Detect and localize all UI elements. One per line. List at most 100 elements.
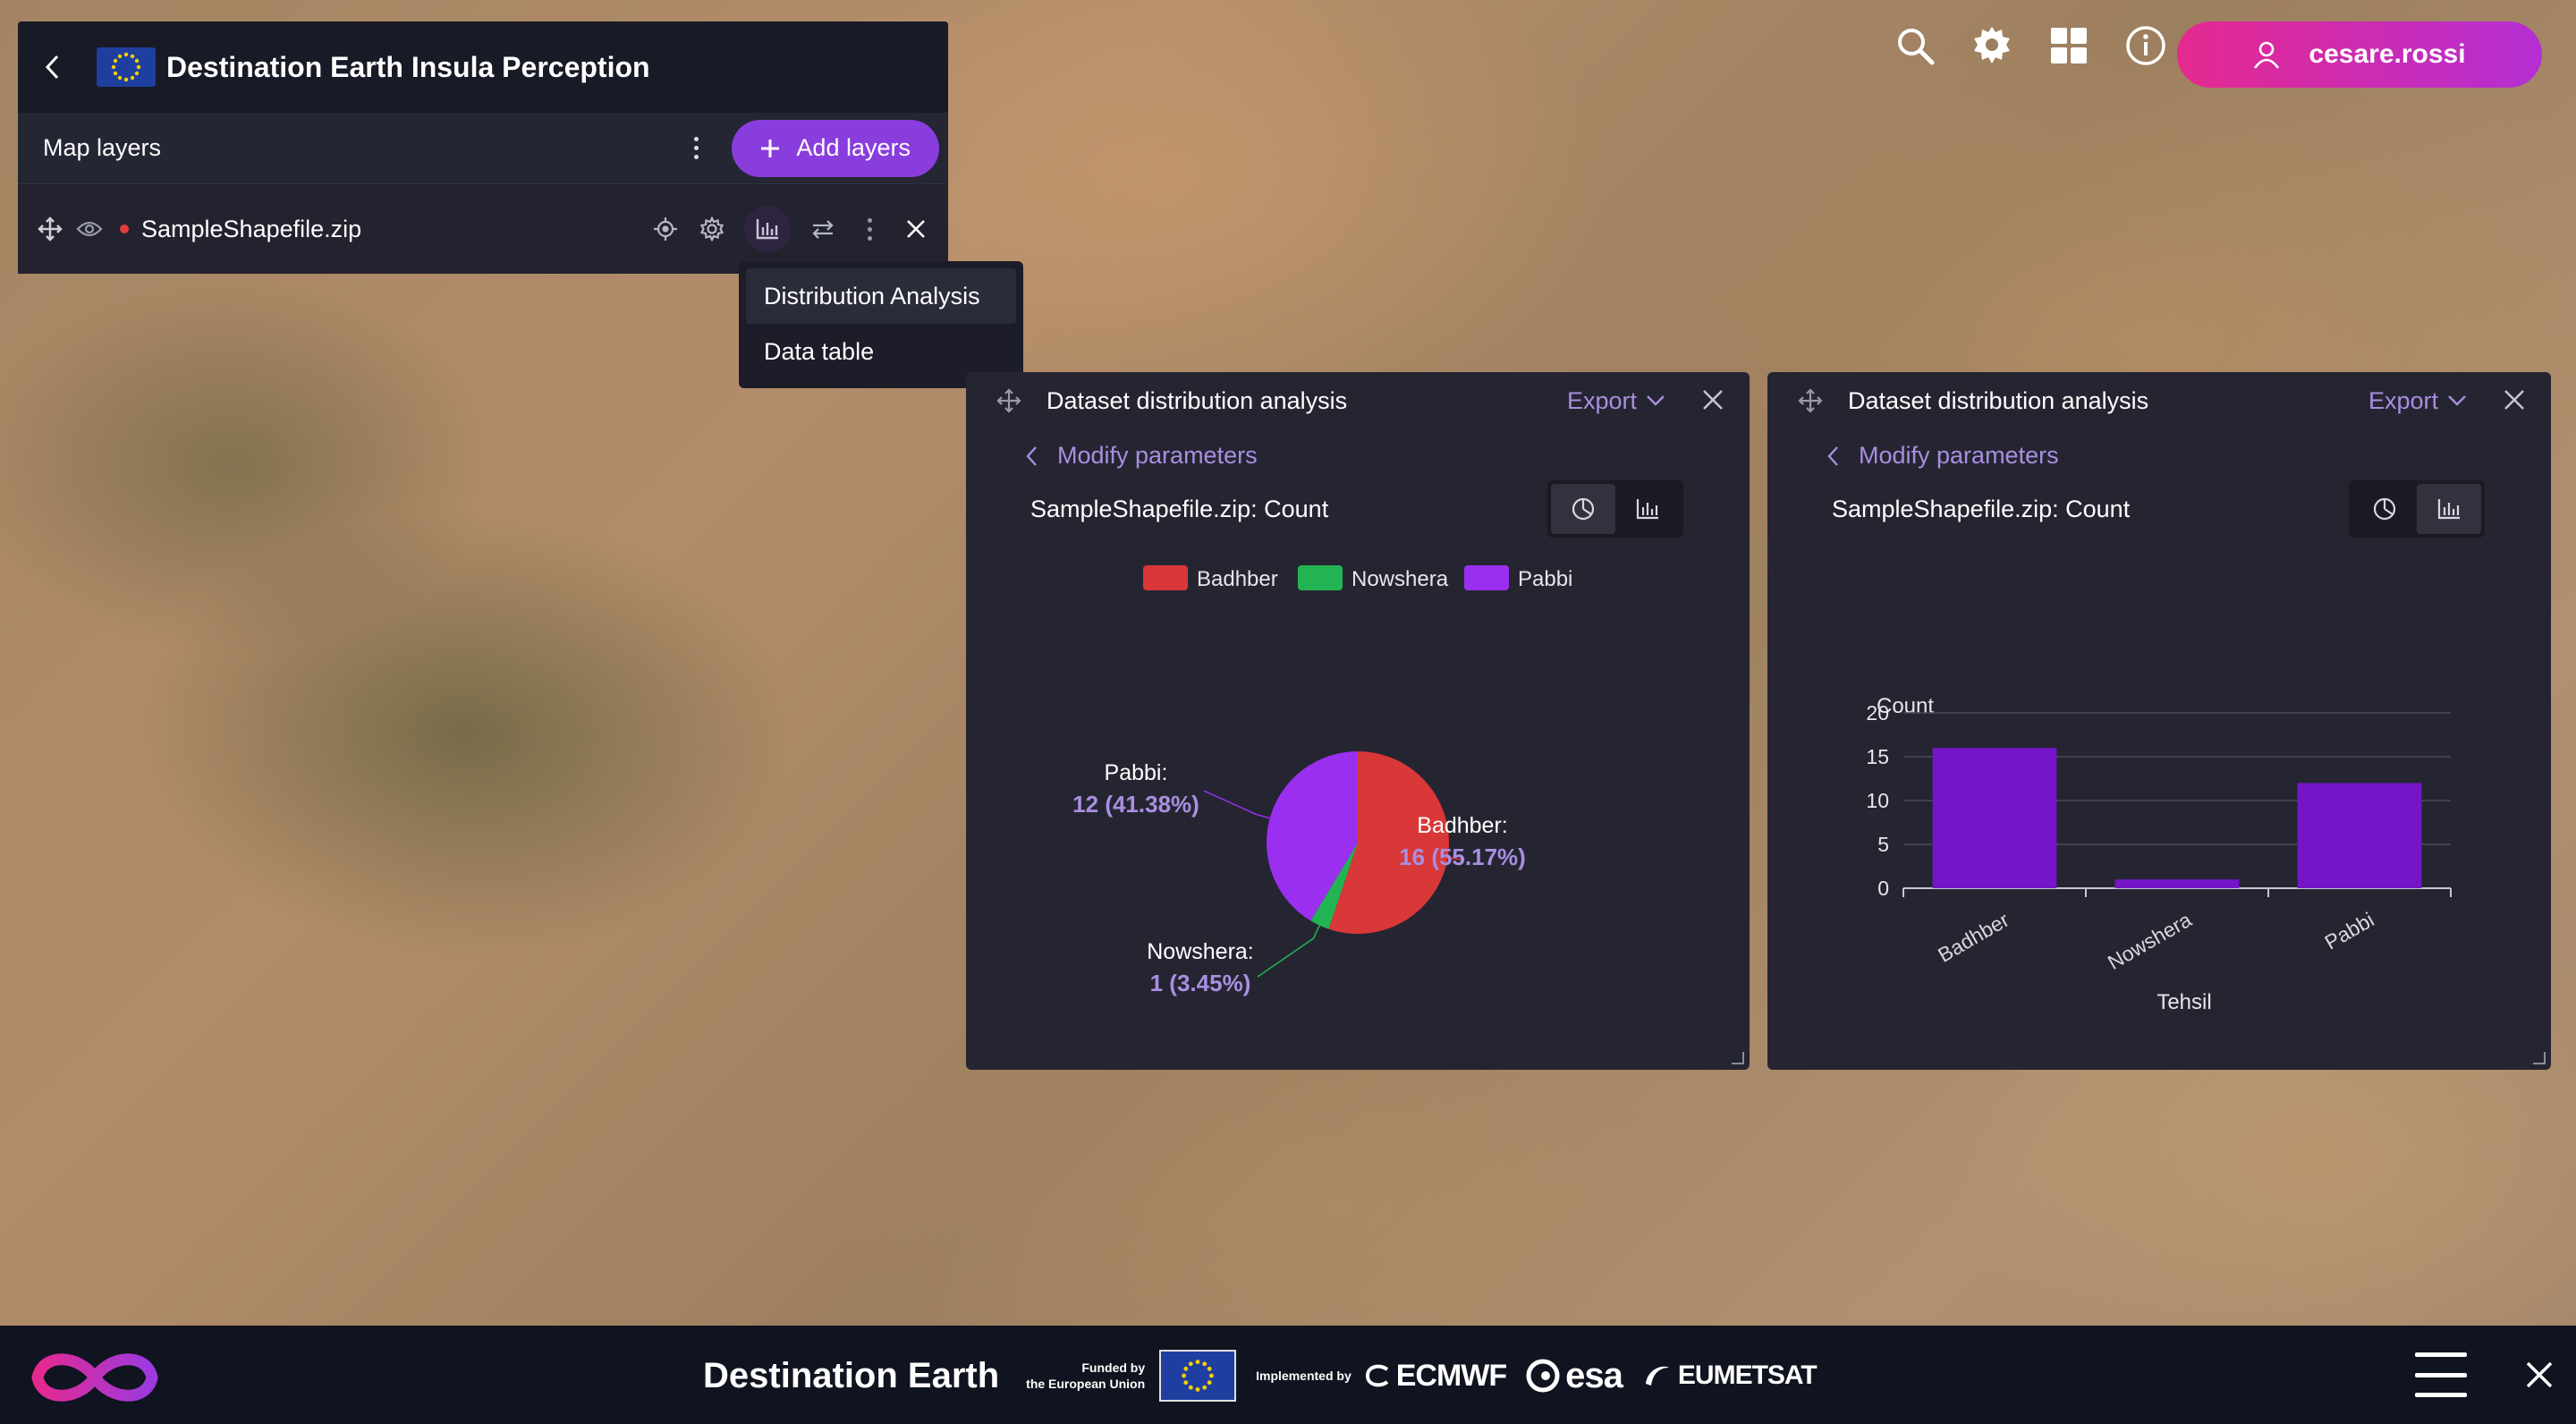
layer-item[interactable]: SampleShapefile.zip: [18, 184, 948, 274]
resize-handle[interactable]: [1732, 1052, 1744, 1064]
menu-item-distribution-analysis[interactable]: Distribution Analysis: [746, 268, 1016, 324]
chevron-down-icon: [2448, 395, 2466, 406]
chart-subtitle: SampleShapefile.zip: Count: [1030, 495, 1329, 522]
close-window-icon[interactable]: [2503, 388, 2528, 413]
bar-badhber[interactable]: [1932, 748, 2057, 888]
pie-label-name: Badhber:: [1417, 813, 1507, 838]
eumetsat-logo: EUMETSAT: [1642, 1360, 1818, 1391]
y-axis-label: Count: [1877, 694, 1934, 718]
close-window-icon[interactable]: [1701, 388, 1726, 413]
pie-leader-line: [1257, 925, 1320, 978]
locate-icon[interactable]: [651, 215, 680, 243]
x-tick-label: Nowshera: [2104, 908, 2196, 974]
apps-grid-icon[interactable]: [2048, 25, 2089, 66]
bar-view-toggle[interactable]: [1615, 484, 1680, 534]
move-handle-icon[interactable]: [996, 388, 1021, 413]
view-toggle: [2349, 480, 2485, 538]
export-label: Export: [2368, 386, 2438, 414]
add-layers-button[interactable]: Add layers: [732, 119, 939, 177]
legend-label: Badhber: [1197, 567, 1278, 591]
y-tick-label: 0: [1877, 877, 1889, 900]
chart-subheader: SampleShapefile.zip: Count: [1030, 480, 1683, 538]
funded-line-1: Funded by: [1081, 1360, 1146, 1375]
pie-label-value: 1 (3.45%): [1150, 970, 1251, 996]
pie-slice-pabbi[interactable]: [1266, 751, 1358, 921]
menu-item-data-table[interactable]: Data table: [764, 337, 875, 365]
x-tick-label: Badhber: [1934, 908, 2013, 967]
remove-layer-close-icon[interactable]: [902, 215, 930, 243]
distribution-window-pie: Dataset distribution analysis Export Mod…: [966, 372, 1750, 1070]
bar-nowshera[interactable]: [2114, 879, 2240, 888]
export-dropdown[interactable]: Export: [2368, 387, 2467, 415]
pie-chart: Badhber Nowshera Pabbi Badhber: 16 (55.17%) N…: [1072, 565, 1572, 996]
pie-label-name: Pabbi:: [1105, 760, 1168, 785]
settings-icon[interactable]: [1971, 25, 2012, 66]
chart-type-dropdown: Distribution Analysis Data table: [739, 261, 1023, 388]
bar-chart-icon: [1636, 499, 1658, 520]
user-icon: [2254, 41, 2280, 69]
settings-gear-icon[interactable]: [698, 215, 726, 243]
move-handle-icon[interactable]: [1798, 388, 1823, 413]
legend-item[interactable]: Pabbi: [1464, 565, 1572, 591]
drag-handle-icon[interactable]: [36, 215, 64, 243]
footer-partners: Destination Earth Funded by the European…: [703, 1347, 1836, 1404]
map-layers-title: Map layers: [43, 134, 162, 161]
back-chevron-icon[interactable]: [39, 54, 66, 81]
chevron-left-icon: [1026, 445, 1037, 466]
resize-handle[interactable]: [2533, 1052, 2546, 1064]
bar-view-toggle[interactable]: [2417, 484, 2481, 534]
bar-chart-icon: [2437, 499, 2460, 520]
view-toggle: [1547, 480, 1683, 538]
funded-line-2: the European Union: [1026, 1377, 1146, 1391]
app-title: Destination Earth Insula Perception: [166, 50, 650, 83]
add-layers-label: Add layers: [796, 134, 911, 161]
pie-view-toggle[interactable]: [2352, 484, 2417, 534]
destine-logo-icon[interactable]: [25, 1345, 165, 1414]
user-account-button[interactable]: cesare.rossi: [2177, 21, 2542, 88]
x-axis-label: Tehsil: [2157, 990, 2211, 1014]
footer-bar: Destination Earth Funded by the European…: [0, 1326, 2576, 1424]
chart-subheader: SampleShapefile.zip: Count: [1832, 480, 2485, 538]
info-icon[interactable]: [2125, 25, 2166, 66]
bar-pabbi[interactable]: [2297, 783, 2422, 888]
pie-view-toggle[interactable]: [1551, 484, 1615, 534]
chevron-left-icon: [1827, 445, 1838, 466]
pie-slice-badhber[interactable]: [1328, 751, 1449, 934]
export-dropdown[interactable]: Export: [1567, 387, 1665, 415]
visibility-eye-icon[interactable]: [75, 215, 104, 243]
y-tick-label: 15: [1866, 745, 1889, 768]
top-toolbar: [1894, 25, 2166, 66]
ecmwf-text: ECMWF: [1395, 1358, 1507, 1393]
legend-item[interactable]: Badhber: [1143, 565, 1278, 591]
distribution-window-bar: Dataset distribution analysis Export Mod…: [1767, 372, 2551, 1070]
map-layers-toolbar: Map layers Add layers: [18, 113, 948, 184]
modify-parameters-link[interactable]: Modify parameters: [1025, 442, 1750, 470]
close-footer-icon[interactable]: [2524, 1360, 2555, 1390]
layer-tools: [651, 206, 930, 252]
legend-label: Pabbi: [1518, 567, 1572, 591]
modify-parameters-link[interactable]: Modify parameters: [1826, 442, 2551, 470]
legend-swatch: [1298, 565, 1343, 590]
x-tick-label: Pabbi: [2321, 908, 2378, 954]
legend-item[interactable]: Nowshera: [1298, 565, 1449, 591]
window-header: Dataset distribution analysis Export: [966, 372, 1750, 429]
swap-arrows-icon[interactable]: [809, 215, 837, 243]
modify-parameters-label: Modify parameters: [1057, 442, 1258, 469]
layer-more-icon[interactable]: [855, 215, 884, 243]
layer-status-dot: [120, 225, 129, 233]
menu-hamburger-icon[interactable]: [2415, 1352, 2467, 1397]
user-name: cesare.rossi: [2309, 39, 2466, 69]
app-header: Destination Earth Insula Perception: [18, 21, 948, 113]
eumetsat-text: EUMETSAT: [1677, 1360, 1818, 1390]
modify-parameters-label: Modify parameters: [1859, 442, 2059, 469]
pie-label-value: 16 (55.17%): [1399, 843, 1526, 870]
funded-by-text: Funded by the European Union: [1026, 1360, 1145, 1392]
more-options-icon[interactable]: [685, 131, 707, 166]
search-icon[interactable]: [1894, 25, 1936, 66]
pie-label-name: Nowshera:: [1147, 939, 1254, 964]
chart-analysis-icon[interactable]: [744, 206, 791, 252]
implemented-by-text: Implemented by: [1256, 1369, 1352, 1383]
chart-subtitle: SampleShapefile.zip: Count: [1832, 495, 2131, 522]
pie-slice-nowshera[interactable]: [1310, 843, 1358, 929]
map-layers-panel: Destination Earth Insula Perception Map …: [18, 21, 948, 274]
